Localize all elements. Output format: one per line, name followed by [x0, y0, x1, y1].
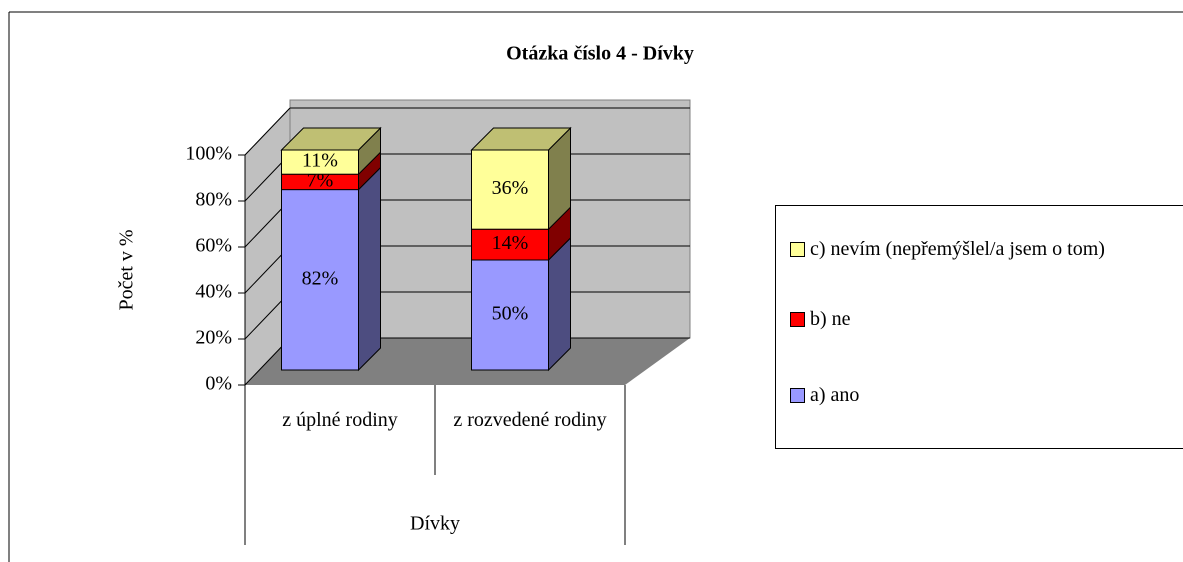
- chart-title: Otázka číslo 4 - Dívky: [506, 43, 694, 65]
- value-label: 36%: [492, 177, 529, 199]
- x-tick-label: z úplné rodiny: [282, 409, 398, 431]
- bar-segment: [281, 149, 359, 175]
- legend-entry: a) ano: [790, 382, 1183, 408]
- value-label: 82%: [302, 267, 339, 289]
- y-tick-label: 40%: [195, 281, 232, 303]
- value-label: 11%: [302, 150, 338, 172]
- group-label: Dívky: [410, 513, 460, 535]
- bar-segment: [471, 228, 549, 261]
- value-label: 7%: [307, 169, 334, 191]
- value-label: 14%: [492, 232, 529, 254]
- y-axis-label: Počet v %: [116, 229, 138, 310]
- legend-swatch: [790, 312, 805, 327]
- legend-label: c) nevím (nepřemýšlel/a jsem o tom): [810, 238, 1105, 260]
- bar-segment: [281, 189, 359, 371]
- y-tick-label: 80%: [195, 189, 232, 211]
- bar-side: [548, 236, 571, 372]
- legend-label: b) ne: [810, 308, 851, 330]
- y-tick-label: 20%: [195, 327, 232, 349]
- y-tick-label: 0%: [205, 373, 232, 395]
- legend-swatch: [790, 242, 805, 257]
- legend-swatch: [790, 388, 805, 403]
- legend-entry: b) ne: [790, 306, 1183, 332]
- bar-segment: [471, 259, 549, 371]
- y-tick-label: 60%: [195, 235, 232, 257]
- bar-segment: [471, 149, 549, 230]
- bar-top: [470, 127, 572, 151]
- value-label: 50%: [492, 303, 529, 325]
- legend: c) nevím (nepřemýšlel/a jsem o tom) b) ne…: [775, 205, 1183, 449]
- grid-line: [244, 107, 291, 156]
- y-tick-label: 100%: [185, 143, 232, 165]
- x-tick-label: z rozvedené rodiny: [453, 409, 607, 431]
- bar-top: [280, 127, 382, 151]
- bar-side: [358, 166, 381, 372]
- legend-entry: c) nevím (nepřemýšlel/a jsem o tom): [790, 236, 1183, 262]
- legend-label: a) ano: [810, 384, 860, 406]
